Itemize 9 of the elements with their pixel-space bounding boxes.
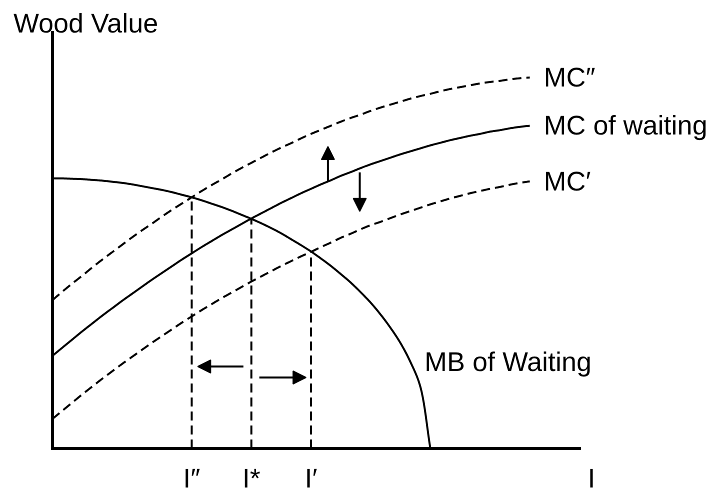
x-tick-label: I″ — [183, 464, 201, 494]
series-label: MC of waiting — [544, 110, 708, 141]
x-tick-label: I* — [242, 464, 261, 494]
y-axis-title: Wood Value — [14, 8, 158, 38]
series-label: MB of Waiting — [424, 347, 592, 378]
x-axis-title: I — [588, 464, 596, 494]
x-tick-label: I′ — [304, 464, 318, 494]
series-label: MC′ — [544, 166, 591, 196]
series-label: MC″ — [544, 62, 596, 92]
